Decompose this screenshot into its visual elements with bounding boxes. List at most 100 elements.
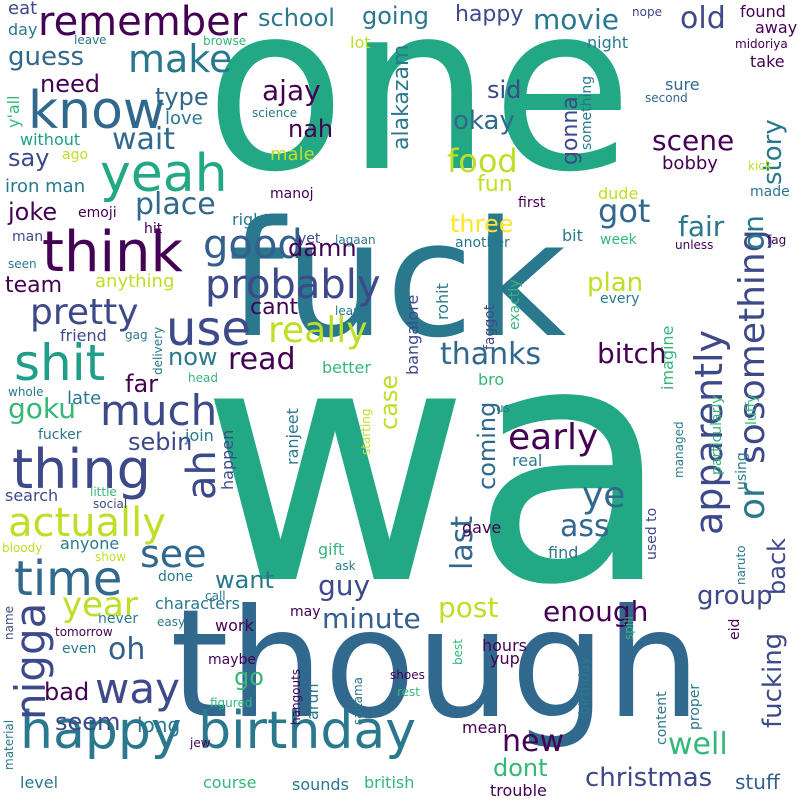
word-sure: sure xyxy=(665,75,700,94)
word-first: first xyxy=(518,195,546,211)
word-particularly: particularly xyxy=(709,395,725,475)
word-far: far xyxy=(125,370,159,398)
word-got: got xyxy=(598,192,651,230)
word-minute: minute xyxy=(322,602,421,635)
word-yeah: yeah xyxy=(100,144,228,204)
word-second: second xyxy=(645,91,688,105)
word-something: something xyxy=(732,229,773,420)
word-show: show xyxy=(95,550,127,564)
word-though: though xyxy=(170,578,702,752)
word-enough: enough xyxy=(543,595,649,628)
word-cant: cant xyxy=(250,295,299,320)
word-find: find xyxy=(548,543,579,562)
word-us: us xyxy=(496,401,510,415)
word-eid: eid xyxy=(727,618,743,640)
word-call: call xyxy=(205,589,226,603)
word-iron-man: iron man xyxy=(5,176,86,197)
word-sid: sid xyxy=(487,76,522,104)
word-time: time xyxy=(14,551,123,607)
word-made: made xyxy=(750,184,790,200)
word-birthday-small: birthday xyxy=(577,656,593,715)
word-joke: joke xyxy=(8,198,58,226)
word-away: away xyxy=(755,18,798,37)
word-bloody: bloody xyxy=(2,541,43,555)
word-gave: gave xyxy=(462,518,502,537)
word-probably: probably xyxy=(205,262,381,308)
word-easy: easy xyxy=(157,615,186,629)
word-much: much xyxy=(100,386,218,435)
word-content: content xyxy=(654,691,670,745)
word-take: take xyxy=(750,52,785,71)
word-early: early xyxy=(508,417,599,458)
word-hours: hours xyxy=(482,636,527,655)
word-old: old xyxy=(680,1,726,36)
word-mean: mean xyxy=(462,718,508,737)
word-managed: managed xyxy=(672,421,686,478)
word-group: group xyxy=(697,581,773,611)
word-thanks: thanks xyxy=(440,337,542,372)
word-pretty: pretty xyxy=(30,292,139,333)
word-faggot: faggot xyxy=(482,304,498,350)
word-think: think xyxy=(42,220,183,285)
word-something-small: something xyxy=(579,75,595,150)
word-browse: browse xyxy=(203,34,247,48)
word-year: year xyxy=(62,585,138,625)
word-now: now xyxy=(168,343,218,371)
word-read: read xyxy=(228,342,296,377)
word-gag: gag xyxy=(125,328,148,342)
word-yup: yup xyxy=(490,649,520,668)
word-ago: ago xyxy=(62,147,89,163)
word-shoes: shoes xyxy=(390,668,425,682)
word-guess: guess xyxy=(8,42,85,72)
word-place: place xyxy=(135,187,216,222)
word-really: really xyxy=(268,310,368,351)
word-spill: spill xyxy=(622,616,636,640)
word-ask: ask xyxy=(335,559,356,573)
word-alakazam: alakazam xyxy=(389,44,414,150)
word-characters: characters xyxy=(155,594,240,613)
word-plan: plan xyxy=(587,268,644,298)
word-whole: whole xyxy=(8,385,44,399)
word-post: post xyxy=(438,591,499,624)
word-wait: wait xyxy=(112,122,176,157)
word-lagaan: lagaan xyxy=(335,233,376,247)
word-bad: bad xyxy=(44,678,90,706)
word-real: real xyxy=(512,451,543,470)
word-type: type xyxy=(155,83,209,111)
word-ye: ye xyxy=(582,475,626,516)
word-rohit: rohit xyxy=(433,283,452,320)
word-sounds: sounds xyxy=(292,775,349,794)
word-found: found xyxy=(740,2,786,21)
word-imagine: imagine xyxy=(658,325,677,390)
word-better: better xyxy=(322,358,371,377)
word-dude: dude xyxy=(598,184,639,203)
word-love: love xyxy=(165,108,203,129)
word-three: three xyxy=(450,210,514,238)
word-fucking: fucking xyxy=(758,632,788,728)
word-nah: nah xyxy=(288,115,334,143)
word-right: right xyxy=(232,210,270,229)
word-bobby: bobby xyxy=(662,153,718,174)
word-week: week xyxy=(600,232,637,248)
word-best: best xyxy=(451,639,465,665)
word-used-to: used to xyxy=(644,507,660,560)
word-thing: thing xyxy=(12,438,151,501)
word-oh: oh xyxy=(108,632,146,667)
word-late: late xyxy=(67,388,102,409)
word-nope: nope xyxy=(632,5,662,19)
word-without: without xyxy=(20,130,81,149)
word-day: day xyxy=(8,20,38,39)
word-dont: dont xyxy=(493,754,548,782)
word-delivery: delivery xyxy=(151,326,165,375)
word-christmas: christmas xyxy=(585,763,713,793)
word-fucker: fucker xyxy=(38,427,82,443)
word-may: may xyxy=(290,604,321,620)
word-male: male xyxy=(270,144,315,165)
word-gift: gift xyxy=(318,540,345,559)
word-science: science xyxy=(252,106,298,120)
word-proper: proper xyxy=(687,683,703,730)
word-bangalore: bangalore xyxy=(403,294,422,375)
word-remember: remember xyxy=(38,0,248,45)
word-case: case xyxy=(375,374,403,430)
